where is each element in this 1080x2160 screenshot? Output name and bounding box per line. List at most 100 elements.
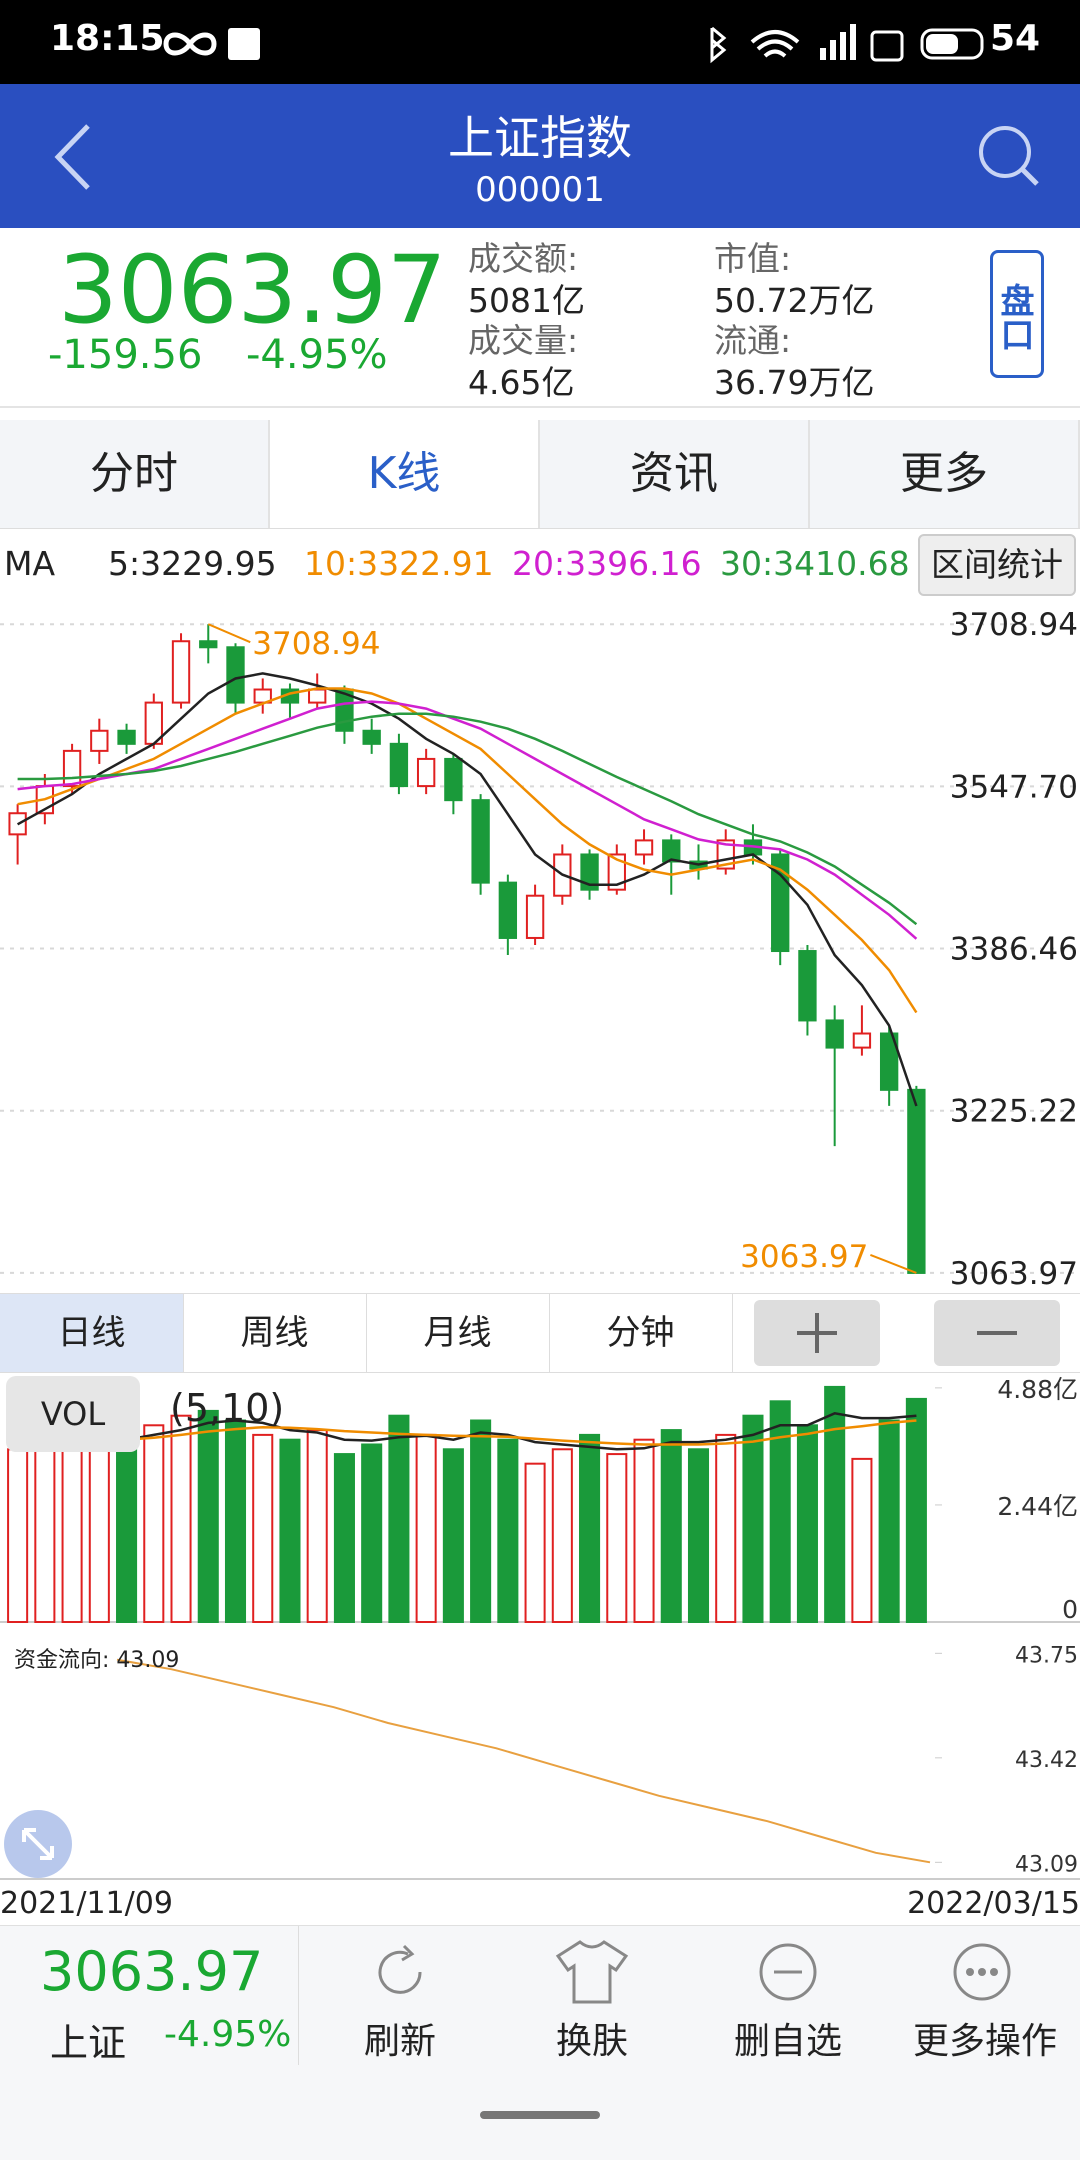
more-icon[interactable] — [950, 1940, 1014, 2004]
y-tick-label: 43.09 — [1015, 1852, 1078, 1877]
vol-button[interactable]: VOL — [6, 1376, 140, 1452]
y-tick-label: 4.88亿 — [997, 1375, 1078, 1404]
candle-body — [852, 1032, 872, 1049]
divider — [298, 1926, 299, 2066]
y-tick-label: 3063.97 — [950, 1256, 1078, 1292]
volume-bar — [88, 1443, 110, 1624]
volume-bar — [660, 1429, 682, 1624]
header-title: 上证指数 — [448, 111, 632, 165]
main-tab[interactable]: 更多 — [810, 420, 1080, 528]
annotation-low: 3063.97 — [740, 1239, 868, 1275]
flow-label: 资金流向: 43.09 — [14, 1648, 180, 1673]
remove-icon[interactable] — [756, 1940, 820, 2004]
candle-body — [362, 729, 381, 745]
period-tab[interactable]: 月线 — [366, 1294, 550, 1372]
candle-body — [798, 950, 817, 1022]
action-label[interactable]: 换肤 — [555, 2021, 628, 2062]
status-time: 18:15 — [50, 18, 165, 59]
status-icons-right — [710, 24, 984, 64]
back-button[interactable] — [50, 122, 100, 192]
refresh-icon[interactable] — [368, 1940, 432, 2004]
zoom-out-button[interactable] — [934, 1300, 1060, 1366]
zoom-in-button[interactable] — [754, 1300, 880, 1366]
volume-bar — [170, 1414, 192, 1624]
period-tab[interactable]: 日线 — [0, 1294, 184, 1372]
candle-body — [308, 688, 327, 704]
ma-line — [17, 712, 918, 926]
candle-body — [580, 853, 599, 891]
candle-body — [607, 853, 626, 891]
volume-bar — [197, 1409, 219, 1623]
candle-body — [716, 839, 735, 870]
candle-body — [825, 1019, 844, 1049]
volume-bar — [224, 1419, 247, 1623]
volume-bar — [415, 1433, 437, 1623]
main-tab[interactable]: K线 — [270, 420, 540, 528]
end-date: 2022/03/15 — [907, 1886, 1080, 1921]
period-tabs: 日线 周线 月线 分钟 — [0, 1293, 1080, 1373]
volume-bar — [143, 1424, 165, 1623]
search-button[interactable] — [975, 122, 1045, 192]
volume-bar — [579, 1433, 601, 1623]
skin-icon[interactable] — [554, 1936, 630, 2006]
range-stats-button[interactable]: 区间统计 — [918, 534, 1076, 596]
candle-body — [634, 839, 654, 856]
volume-bar — [61, 1429, 83, 1624]
candle-body — [199, 640, 218, 649]
volume-bar — [687, 1448, 710, 1623]
y-tick-label: 3225.22 — [950, 1094, 1078, 1130]
volume-bar — [116, 1438, 138, 1623]
y-tick-label: 43.75 — [1015, 1643, 1078, 1668]
status-bar: 18:15 54 — [0, 0, 1080, 84]
volume-bar — [633, 1438, 655, 1623]
expand-button[interactable] — [2, 1808, 74, 1880]
volume-bar — [878, 1419, 900, 1623]
period-tab[interactable]: 周线 — [183, 1294, 367, 1372]
y-tick-label: 43.42 — [1015, 1748, 1078, 1773]
candle-body — [879, 1032, 899, 1091]
volume-bar — [361, 1443, 383, 1624]
ma-item: 5:3229.95 — [108, 544, 277, 583]
footer-name: 上证 — [50, 2021, 127, 2065]
volume-bar — [851, 1457, 873, 1624]
quote-price: 3063.97 — [58, 236, 447, 345]
volume-bar — [388, 1414, 410, 1624]
depth-button[interactable]: 盘口 — [990, 250, 1044, 378]
candle-body — [525, 894, 545, 939]
quote-change-pct: -4.95% — [246, 332, 388, 378]
vol-params: (5,10) — [170, 1386, 285, 1430]
main-tabs: 分时 K线 资讯 更多 — [0, 420, 1080, 529]
action-label[interactable]: 更多操作 — [912, 2021, 1057, 2062]
volume-bar — [34, 1433, 56, 1623]
period-tab[interactable]: 分钟 — [549, 1294, 733, 1372]
candle-body — [471, 799, 490, 884]
volume-bar — [551, 1448, 573, 1623]
battery-level: 54 — [990, 18, 1041, 59]
stat-value: 50.72万亿 — [714, 281, 875, 320]
gesture-handle — [480, 2111, 600, 2119]
volume-bar — [742, 1414, 764, 1624]
candle-body — [498, 881, 518, 939]
footer-bar: 3063.97 上证 -4.95% 刷新 换肤 删自选 更多操作 — [0, 1925, 1080, 2066]
candle-body — [171, 640, 191, 704]
flow-line — [116, 1658, 931, 1864]
candle-body — [416, 757, 436, 788]
ma-item: 10:3322.91 — [304, 544, 494, 583]
volume-bar — [824, 1385, 846, 1624]
y-tick-label: 0 — [1062, 1595, 1078, 1624]
volume-bar — [606, 1453, 628, 1624]
stat-label: 成交量: — [468, 321, 579, 360]
annotation-line — [207, 623, 251, 644]
main-tab[interactable]: 分时 — [0, 420, 270, 528]
volume-bar — [252, 1433, 274, 1623]
main-tab[interactable]: 资讯 — [540, 420, 810, 528]
volume-ma-line — [17, 1419, 917, 1446]
start-date: 2021/11/09 — [0, 1886, 173, 1921]
volume-bar — [333, 1453, 355, 1624]
footer-change: -4.95% — [164, 2014, 292, 2055]
action-label[interactable]: 刷新 — [363, 2021, 436, 2062]
quote-panel: 3063.97 -159.56 -4.95% 成交额: 5081亿 成交量: 4… — [0, 228, 1080, 408]
action-label[interactable]: 删自选 — [733, 2021, 842, 2062]
stat-value: 36.79万亿 — [714, 363, 875, 402]
